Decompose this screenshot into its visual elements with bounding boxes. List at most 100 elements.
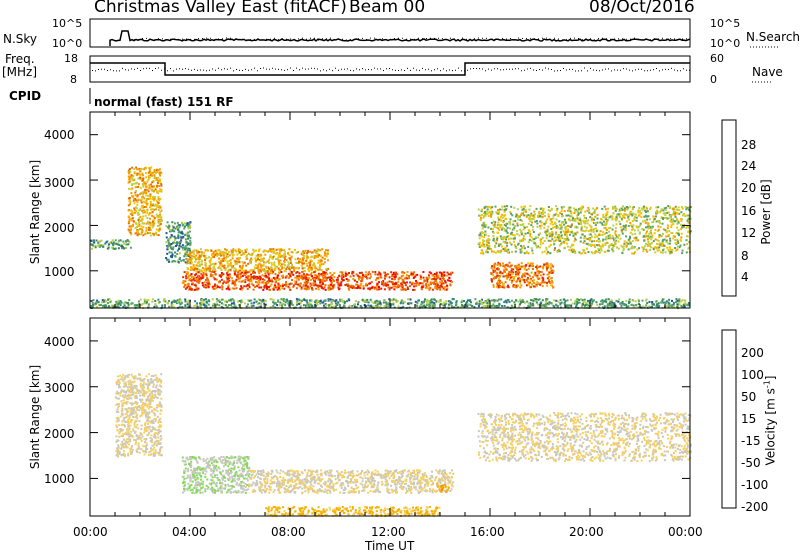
power-echo-cell xyxy=(634,251,636,254)
power-echo-cell xyxy=(147,298,150,301)
power-echo-cell xyxy=(396,285,399,288)
power-echo-cell xyxy=(597,248,600,250)
power-echo-cell xyxy=(310,259,313,262)
power-echo-cell xyxy=(481,244,484,247)
power-echo-cell xyxy=(657,206,660,209)
power-echo-cell xyxy=(137,305,140,308)
power-echo-cell xyxy=(298,285,301,288)
power-echo-cell xyxy=(656,243,659,245)
power-echo-cell xyxy=(543,305,546,307)
power-echo-cell xyxy=(209,275,212,278)
power-echo-cell xyxy=(230,262,232,264)
power-echo-cell xyxy=(564,226,567,229)
power-echo-cell xyxy=(560,225,563,228)
power-echo-cell xyxy=(519,228,522,231)
power-echo-cell xyxy=(287,285,290,288)
power-echo-cell xyxy=(620,229,623,232)
power-echo-cell xyxy=(185,275,188,278)
power-echo-cell xyxy=(157,220,160,223)
power-echo-cell xyxy=(134,226,137,229)
power-echo-cell xyxy=(142,184,145,187)
power-echo-cell xyxy=(643,235,646,237)
power-echo-cell xyxy=(305,284,307,287)
power-echo-cell xyxy=(669,220,672,223)
power-echo-cell xyxy=(329,298,332,301)
power-echo-cell xyxy=(541,212,544,215)
power-echo-cell xyxy=(185,232,188,235)
power-echo-cell xyxy=(552,217,555,220)
power-echo-cell xyxy=(166,221,169,224)
power-echo-cell xyxy=(350,286,353,289)
power-echo-cell xyxy=(582,229,585,232)
power-echo-cell xyxy=(279,269,282,271)
power-echo-cell xyxy=(641,305,644,308)
power-echo-cell xyxy=(225,255,228,258)
power-echo-cell xyxy=(529,205,532,208)
power-echo-cell xyxy=(313,249,316,252)
power-echo-cell xyxy=(362,275,364,278)
power-echo-cell xyxy=(189,262,192,265)
power-echo-cell xyxy=(520,245,523,247)
power-echo-cell xyxy=(275,281,278,284)
power-cb-tick-12: 12 xyxy=(741,226,757,240)
power-echo-cell xyxy=(636,248,639,251)
power-echo-cell xyxy=(309,268,312,271)
power-echo-cell xyxy=(660,208,663,211)
power-echo-cell xyxy=(491,206,494,209)
power-echo-cell xyxy=(514,266,517,269)
power-echo-cell xyxy=(607,227,610,230)
power-echo-cell xyxy=(634,239,637,242)
power-echo-cell xyxy=(584,252,587,255)
power-echo-cell xyxy=(610,243,613,246)
power-echo-cell xyxy=(135,190,137,193)
power-echo-cell xyxy=(157,225,159,227)
power-echo-cell xyxy=(197,261,199,264)
power-echo-cell xyxy=(333,283,336,286)
power-echo-cell xyxy=(198,270,201,273)
power-echo-cell xyxy=(547,303,550,306)
power-echo-cell xyxy=(241,274,244,277)
power-echo-cell xyxy=(512,237,515,240)
power-echo-cell xyxy=(267,273,270,276)
power-echo-cell xyxy=(156,177,159,180)
power-echo-cell xyxy=(500,237,503,240)
power-echo-cell xyxy=(224,248,226,251)
power-echo-cell xyxy=(633,217,636,220)
power-echo-cell xyxy=(295,251,298,254)
power-echo-cell xyxy=(527,302,530,305)
power-echo-cell xyxy=(577,213,580,216)
power-echo-cell xyxy=(629,222,632,224)
power-echo-cell xyxy=(256,303,259,305)
power-echo-cell xyxy=(622,216,625,218)
power-echo-cell xyxy=(603,227,606,229)
power-echo-cell xyxy=(658,242,661,245)
power-echo-cell xyxy=(543,303,546,306)
power-echo-cell xyxy=(252,288,255,291)
power-echo-cell xyxy=(534,271,537,274)
power-echo-cell xyxy=(90,305,93,307)
power-echo-cell xyxy=(186,272,189,275)
power-echo-cell xyxy=(302,285,305,288)
power-echo-cell xyxy=(631,252,634,255)
power-echo-cell xyxy=(269,280,272,283)
power-echo-cell xyxy=(335,299,338,302)
power-echo-cell xyxy=(287,276,290,279)
power-echo-cell xyxy=(308,266,310,269)
power-echo-cell xyxy=(189,241,192,244)
power-echo-cell xyxy=(503,209,506,211)
power-echo-cell xyxy=(608,245,611,248)
power-echo-cell xyxy=(570,305,573,308)
power-echo-cell xyxy=(593,240,596,243)
power-echo-cell xyxy=(539,265,542,268)
power-echo-cell xyxy=(624,227,627,230)
power-echo-cell xyxy=(319,302,322,305)
power-echo-cell xyxy=(499,218,502,221)
power-echo-cell xyxy=(427,287,430,290)
power-echo-cell xyxy=(518,305,521,308)
power-echo-cell xyxy=(484,301,487,304)
power-echo-cell xyxy=(400,299,403,302)
power-echo-cell xyxy=(436,287,438,289)
power-echo-cell xyxy=(496,299,499,302)
power-echo-cell xyxy=(176,249,179,252)
power-echo-cell xyxy=(592,299,595,302)
